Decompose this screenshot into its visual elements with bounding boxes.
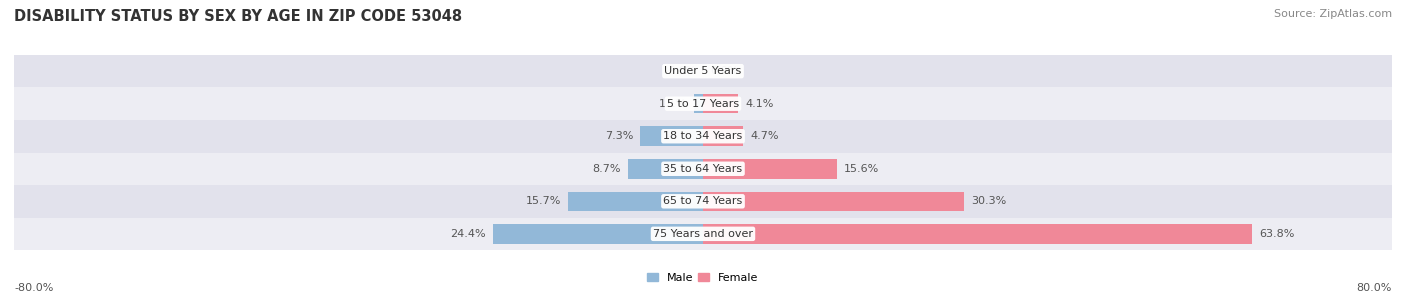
Text: DISABILITY STATUS BY SEX BY AGE IN ZIP CODE 53048: DISABILITY STATUS BY SEX BY AGE IN ZIP C… bbox=[14, 9, 463, 24]
Text: 65 to 74 Years: 65 to 74 Years bbox=[664, 196, 742, 206]
Text: 7.3%: 7.3% bbox=[605, 131, 633, 141]
Text: 1.1%: 1.1% bbox=[658, 99, 686, 109]
Legend: Male, Female: Male, Female bbox=[643, 268, 763, 288]
Text: Source: ZipAtlas.com: Source: ZipAtlas.com bbox=[1274, 9, 1392, 19]
Bar bbox=[693, 94, 703, 113]
Bar bbox=[14, 185, 1392, 217]
Text: 30.3%: 30.3% bbox=[970, 196, 1007, 206]
Text: 4.1%: 4.1% bbox=[745, 99, 773, 109]
Bar bbox=[14, 120, 1392, 152]
Text: Under 5 Years: Under 5 Years bbox=[665, 66, 741, 76]
Text: 5 to 17 Years: 5 to 17 Years bbox=[666, 99, 740, 109]
Text: 0.0%: 0.0% bbox=[668, 66, 696, 76]
Bar bbox=[703, 127, 744, 146]
Text: 15.6%: 15.6% bbox=[844, 164, 880, 174]
Bar bbox=[703, 224, 1253, 244]
Text: 75 Years and over: 75 Years and over bbox=[652, 229, 754, 239]
Bar bbox=[628, 159, 703, 178]
Text: 63.8%: 63.8% bbox=[1260, 229, 1295, 239]
Text: 8.7%: 8.7% bbox=[593, 164, 621, 174]
Bar bbox=[14, 88, 1392, 120]
Text: 15.7%: 15.7% bbox=[526, 196, 561, 206]
Text: 4.7%: 4.7% bbox=[751, 131, 779, 141]
Bar bbox=[703, 192, 965, 211]
Text: 0.0%: 0.0% bbox=[710, 66, 738, 76]
Bar bbox=[703, 94, 738, 113]
Bar bbox=[14, 55, 1392, 88]
Bar bbox=[14, 217, 1392, 250]
Text: -80.0%: -80.0% bbox=[14, 283, 53, 293]
Bar bbox=[14, 152, 1392, 185]
Bar bbox=[640, 127, 703, 146]
Bar bbox=[703, 159, 838, 178]
Text: 18 to 34 Years: 18 to 34 Years bbox=[664, 131, 742, 141]
Text: 80.0%: 80.0% bbox=[1357, 283, 1392, 293]
Text: 24.4%: 24.4% bbox=[450, 229, 486, 239]
Bar bbox=[494, 224, 703, 244]
Bar bbox=[568, 192, 703, 211]
Text: 35 to 64 Years: 35 to 64 Years bbox=[664, 164, 742, 174]
